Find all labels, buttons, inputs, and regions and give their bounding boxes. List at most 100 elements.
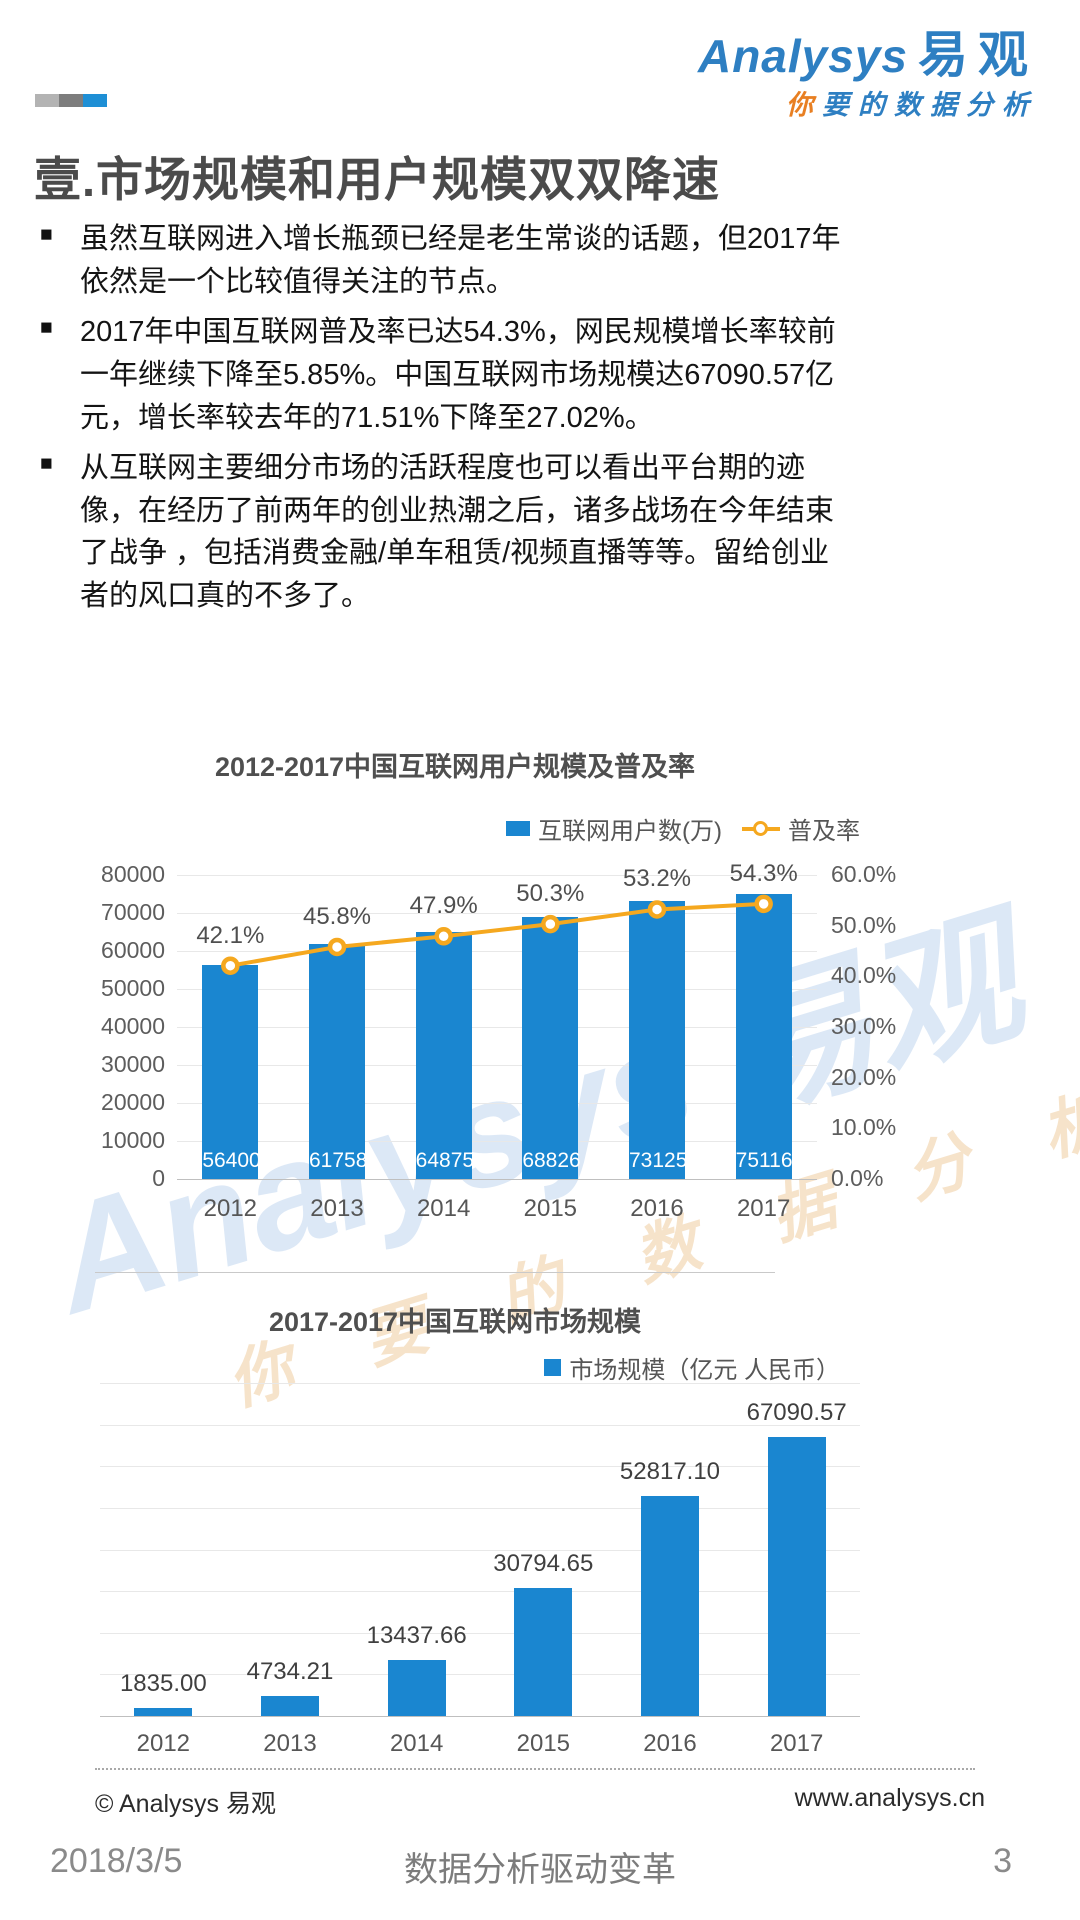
y-axis-tick-left: 20000 xyxy=(101,1089,165,1115)
bar-2014 xyxy=(387,1660,446,1716)
gridline xyxy=(100,1424,860,1426)
gridline xyxy=(177,1103,817,1104)
bullet-item: 从互联网主要细分市场的活跃程度也可以看出平台期的迹像，在经历了前两年的创业热潮之… xyxy=(40,447,855,618)
copyright-text: © Analysys 易观 xyxy=(95,1790,276,1818)
x-axis-label: 2012 xyxy=(203,1195,258,1222)
bar-2012 xyxy=(134,1708,193,1716)
bullet-item: 虽然互联网进入增长瓶颈已经是老生常谈的话题，但2017年依然是一个比较值得关注的… xyxy=(40,218,855,303)
deco-segment-gray-light xyxy=(35,94,59,107)
gridline xyxy=(177,1065,817,1066)
legend-label: 互联网用户数(万) xyxy=(538,818,722,845)
logo-tagline: 你要的数据分析 xyxy=(698,90,1038,121)
y-axis-tick-left: 10000 xyxy=(101,1127,165,1153)
bar-value-label: 67090.57 xyxy=(746,1398,847,1426)
footer-slogan: 数据分析驱动变革 xyxy=(404,1851,676,1889)
line-point-label: 53.2% xyxy=(622,865,692,893)
line-point-label: 54.3% xyxy=(729,859,798,887)
y-axis-tick-left: 30000 xyxy=(101,1051,165,1077)
bar-value-label: 56400 xyxy=(202,1149,261,1172)
y-axis-tick-left: 0 xyxy=(152,1165,165,1191)
bar-2015 xyxy=(514,1587,573,1716)
penetration-line xyxy=(221,894,773,975)
bar-legend-swatch xyxy=(544,1359,562,1376)
bar-value-label: 64875 xyxy=(415,1149,475,1172)
gridline xyxy=(100,1466,860,1468)
y-axis-tick-right: 60.0% xyxy=(831,861,897,887)
bar-2014: 64875 xyxy=(415,932,475,1179)
gridline xyxy=(100,1591,860,1593)
x-axis-label: 2014 xyxy=(416,1195,471,1222)
y-axis-tick-left: 80000 xyxy=(101,861,165,887)
chart1-title: 2012-2017中国互联网用户规模及普及率 xyxy=(214,752,696,782)
x-axis-label: 2016 xyxy=(643,1730,697,1757)
y-axis-tick-left: 70000 xyxy=(101,899,165,925)
bar-2012: 56400 xyxy=(202,964,261,1179)
bar-value-label: 52817.10 xyxy=(619,1458,721,1486)
x-axis-label: 2014 xyxy=(389,1730,444,1757)
bar-2016: 73125 xyxy=(629,901,688,1179)
x-axis-label: 2017 xyxy=(769,1730,824,1757)
bullet-item: 2017年中国互联网普及率已达54.3%，网民规模增长率较前一年继续下降至5.8… xyxy=(40,311,855,439)
gridline xyxy=(100,1674,860,1676)
bar-legend-swatch xyxy=(506,821,531,836)
x-axis-label: 2015 xyxy=(523,1195,578,1222)
bar-value-label: 4734.21 xyxy=(246,1658,334,1686)
y-axis-tick-right: 10.0% xyxy=(831,1114,897,1141)
gridline xyxy=(177,1179,817,1180)
bar-2015: 68826 xyxy=(522,917,581,1179)
bar-value-label: 68826 xyxy=(522,1149,581,1172)
chart-market-size: 2017-2017中国互联网市场规模 市场规模（亿元 人民币） 1835.00 2… xyxy=(85,1300,885,1760)
gridline xyxy=(100,1549,860,1551)
chart2-legend: 市场规模（亿元 人民币） xyxy=(544,1350,840,1385)
gridline xyxy=(100,1716,860,1717)
bullet-list: 虽然互联网进入增长瓶颈已经是老生常谈的话题，但2017年依然是一个比较值得关注的… xyxy=(40,218,855,626)
legend-label: 市场规模（亿元 人民币） xyxy=(569,1357,840,1384)
gridline xyxy=(100,1507,860,1509)
y-axis-tick-left: 60000 xyxy=(101,937,165,963)
bar-value-label: 73125 xyxy=(629,1149,688,1172)
line-legend-marker xyxy=(742,820,780,836)
bar-value-label: 1835.00 xyxy=(119,1670,207,1698)
logo-cn-text: 易观 xyxy=(918,27,1038,83)
logo-wordmark: Analysys 易观 xyxy=(698,28,1038,83)
analysys-logo: Analysys 易观 你要的数据分析 xyxy=(698,28,1038,121)
line-point-label: 47.9% xyxy=(409,892,478,920)
bar-2017 xyxy=(767,1436,826,1716)
y-axis-tick-left: 40000 xyxy=(101,1013,165,1039)
chart1-legend: 互联网用户数(万) 普及率 xyxy=(506,811,860,846)
line-point-label: 45.8% xyxy=(302,902,372,930)
website-link[interactable]: www.analysys.cn xyxy=(794,1784,985,1812)
y-axis-tick-right: 50.0% xyxy=(831,911,897,938)
footer-divider xyxy=(95,1768,975,1770)
x-axis-label: 2017 xyxy=(736,1195,791,1222)
footer-date: 2018/3/5 xyxy=(50,1842,183,1880)
bar-value-label: 13437.66 xyxy=(366,1622,467,1650)
chart2-title: 2017-2017中国互联网市场规模 xyxy=(268,1307,642,1337)
line-point-label: 50.3% xyxy=(516,880,585,908)
page-number: 3 xyxy=(993,1842,1012,1880)
page-title: 壹.市场规模和用户规模双双降速 xyxy=(34,153,721,207)
deco-bar xyxy=(35,94,107,107)
gridline xyxy=(177,1141,817,1142)
gridline xyxy=(177,951,817,952)
x-axis-label: 2013 xyxy=(263,1730,317,1757)
y-axis-tick-left: 50000 xyxy=(101,975,165,1001)
tagline-rest: 要的数据分析 xyxy=(822,90,1038,120)
tagline-first-char: 你 xyxy=(786,90,822,120)
y-axis-tick-right: 30.0% xyxy=(831,1013,897,1039)
line-point-label: 42.1% xyxy=(196,921,265,949)
deco-segment-gray-dark xyxy=(59,94,83,107)
deco-segment-blue xyxy=(83,94,107,107)
legend-item-users: 互联网用户数(万) xyxy=(506,811,722,846)
bar-value-label: 61758 xyxy=(309,1149,368,1172)
y-axis-tick-right: 20.0% xyxy=(831,1063,897,1090)
x-axis-label: 2016 xyxy=(630,1195,684,1222)
x-axis-label: 2012 xyxy=(136,1730,191,1757)
bar-value-label: 75116 xyxy=(735,1149,793,1172)
chart2-plot: 1835.00 2012 4734.21 2013 13437.66 2014 30794.… xyxy=(100,1383,860,1757)
gridline xyxy=(100,1383,860,1384)
chart-users-penetration: 2012-2017中国互联网用户规模及普及率 互联网用户数(万) 普及率 800… xyxy=(85,745,896,1245)
bar-value-label: 30794.65 xyxy=(493,1549,594,1577)
gridline xyxy=(177,989,817,990)
